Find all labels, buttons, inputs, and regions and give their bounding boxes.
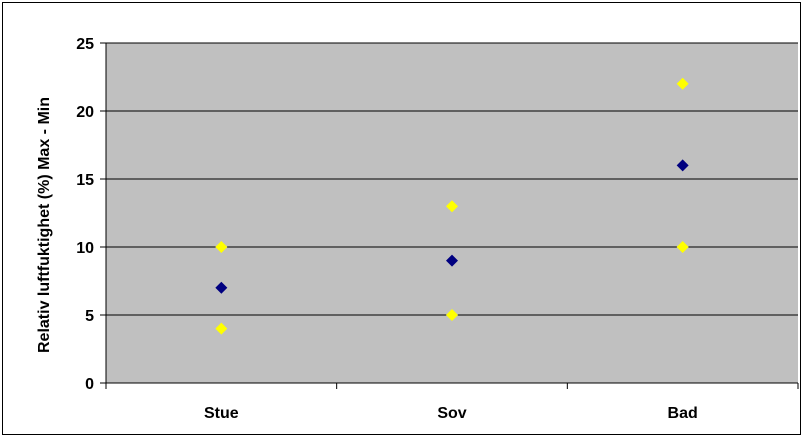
point-series2-bad	[676, 241, 689, 253]
plot-area	[106, 43, 798, 383]
data-points	[215, 77, 689, 335]
point-series1-stue	[215, 281, 228, 294]
scatter-chart: 0 5 10 15 20 25 Stue Sov Bad Relativ luftfuktig…	[36, 36, 799, 422]
y-tick-label-0: 0	[85, 376, 94, 393]
x-tick-label-stue: Stue	[204, 405, 239, 422]
y-tick-label-2: 10	[76, 240, 94, 257]
y-tick-label-3: 15	[76, 172, 94, 189]
point-series2-sov	[446, 309, 458, 321]
y-tick-label-5: 25	[76, 36, 94, 53]
x-axis-ticks: Stue Sov Bad	[105, 383, 799, 422]
point-series2-stue	[215, 322, 228, 335]
x-tick-label-bad: Bad	[668, 405, 698, 422]
y-tick-label-4: 20	[76, 104, 94, 121]
axes	[105, 43, 798, 384]
y-tick-label-1: 5	[85, 308, 94, 325]
y-axis-ticks: 0 5 10 15 20 25	[76, 36, 106, 393]
point-series0-stue	[215, 241, 228, 253]
point-series1-sov	[446, 254, 458, 267]
point-series1-bad	[676, 159, 689, 172]
y-axis-title: Relativ luftfuktighet (%) Max - Min	[36, 97, 53, 353]
point-series0-sov	[446, 200, 458, 213]
point-series0-bad	[676, 77, 689, 90]
x-tick-label-sov: Sov	[437, 405, 466, 422]
